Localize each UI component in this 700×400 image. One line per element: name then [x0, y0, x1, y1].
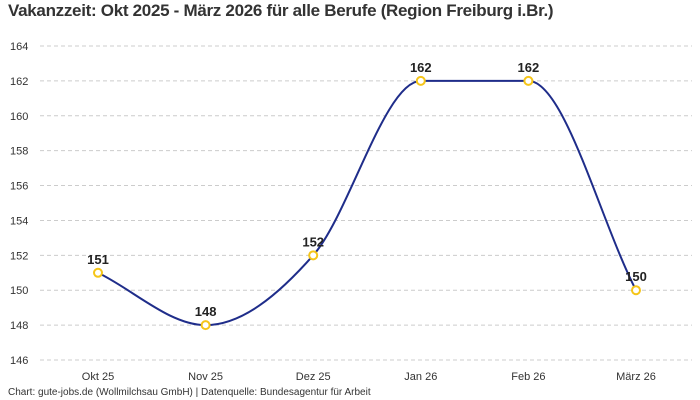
- chart-footer: Chart: gute-jobs.de (Wollmilchsau GmbH) …: [8, 387, 371, 398]
- data-label: 151: [87, 252, 109, 267]
- data-point: [523, 75, 534, 86]
- data-point: [93, 267, 103, 278]
- y-tick-label: 164: [10, 41, 28, 53]
- y-tick-label: 152: [10, 250, 28, 262]
- x-tick-label: Okt 25: [82, 371, 114, 383]
- data-label: 150: [625, 269, 647, 284]
- data-label: 148: [195, 304, 217, 319]
- data-point: [308, 250, 319, 261]
- y-tick-label: 154: [10, 215, 28, 227]
- y-tick-label: 146: [10, 355, 28, 367]
- x-tick-label: Dez 25: [296, 371, 331, 383]
- y-tick-label: 160: [10, 111, 28, 123]
- y-tick-label: 158: [10, 146, 28, 158]
- data-label: 162: [410, 60, 432, 75]
- series-line: [97, 79, 637, 327]
- y-tick-label: 162: [10, 76, 28, 88]
- x-tick-label: Feb 26: [511, 371, 545, 383]
- data-point: [415, 75, 426, 86]
- data-label: 152: [302, 234, 324, 249]
- data-point: [631, 285, 641, 296]
- y-tick-label: 156: [10, 181, 28, 193]
- x-tick-label: Jan 26: [404, 371, 437, 383]
- x-tick-label: Nov 25: [188, 371, 223, 383]
- data-point: [200, 320, 211, 331]
- x-tick-label: März 26: [616, 371, 656, 383]
- chart-title: Vakanzzeit: Okt 2025 - März 2026 für all…: [8, 1, 554, 20]
- data-label: 162: [518, 60, 540, 75]
- y-tick-label: 148: [10, 320, 28, 332]
- y-tick-label: 150: [10, 285, 28, 297]
